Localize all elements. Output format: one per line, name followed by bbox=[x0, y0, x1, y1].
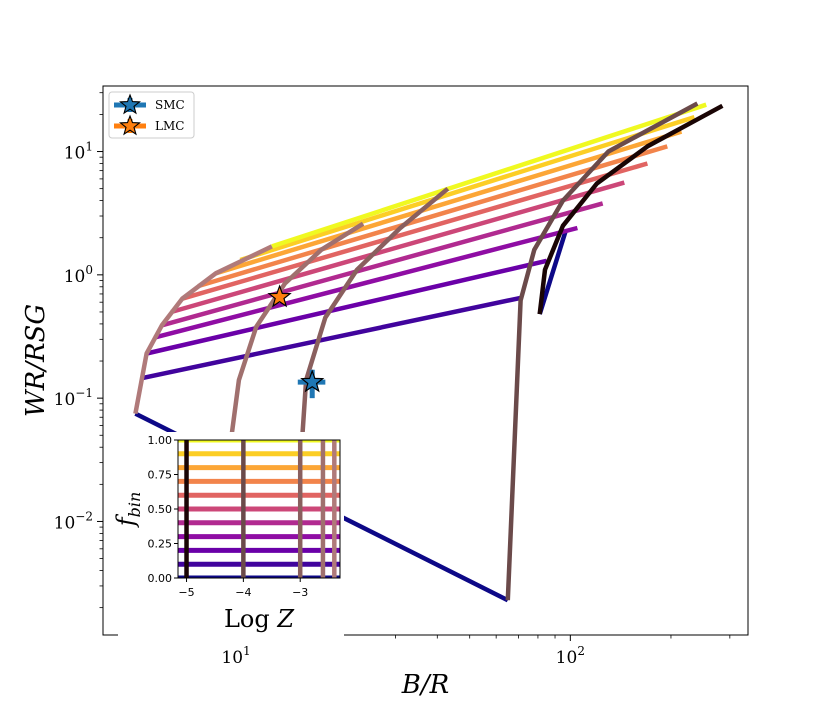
legend: SMC LMC bbox=[108, 91, 195, 139]
inset-y-tick-label: 0.50 bbox=[148, 503, 173, 516]
y-tick-label: 101 bbox=[64, 140, 93, 164]
inset-y-tick-label: 0.75 bbox=[148, 469, 173, 482]
y-tick-label: 10−2 bbox=[54, 509, 93, 533]
fbin-line bbox=[181, 161, 649, 301]
metallicity-line bbox=[300, 186, 450, 436]
inset-lines bbox=[178, 440, 340, 578]
metallicity-line bbox=[537, 103, 724, 315]
fbin-line bbox=[537, 229, 569, 315]
main-plot-area: 101 102 10−2 10−1 100 101 B/R WR/RSG bbox=[21, 85, 749, 700]
star-marker-lmc bbox=[267, 284, 292, 308]
inset-x-axis-title: Log Z bbox=[224, 605, 295, 633]
inset-y-tick-label: 1.00 bbox=[148, 434, 173, 447]
fbin-line bbox=[161, 201, 604, 328]
legend-label: SMC bbox=[155, 98, 185, 112]
fbin-line bbox=[140, 295, 522, 381]
y-tick-label: 10−1 bbox=[54, 386, 93, 410]
main-axes-frame bbox=[102, 85, 749, 636]
inset-y-axis-title: fbin bbox=[112, 492, 144, 529]
inset-x-tick-label: −3 bbox=[292, 586, 308, 599]
inset-x-tick-label: −5 bbox=[178, 586, 194, 599]
x-tick-label: 102 bbox=[556, 644, 585, 668]
inset-y-tick-label: 0.25 bbox=[148, 538, 173, 551]
y-axis-title: WR/RSG bbox=[21, 304, 51, 417]
inset-plot: 0.00 0.25 0.50 0.75 1.00 −5 −4 −3 Log Z fbin bbox=[112, 432, 344, 642]
metallicity-line bbox=[229, 221, 365, 436]
fbin-line bbox=[146, 258, 548, 356]
legend-star-icon bbox=[119, 93, 141, 115]
main-lines bbox=[133, 101, 724, 603]
star-marker-smc bbox=[300, 369, 325, 393]
metallicity-line bbox=[505, 101, 699, 601]
x-tick-label: 101 bbox=[221, 644, 250, 668]
fbin-line bbox=[215, 129, 683, 276]
legend-star-icon bbox=[119, 114, 141, 136]
metallicity-line bbox=[133, 244, 273, 415]
inset-y-tick-label: 0.00 bbox=[148, 572, 173, 585]
fbin-line bbox=[239, 115, 696, 263]
legend-label: LMC bbox=[155, 119, 184, 133]
fbin-line bbox=[271, 102, 707, 249]
inset-x-tick-label: −4 bbox=[235, 586, 251, 599]
fbin-line bbox=[153, 225, 578, 340]
y-tick-label: 100 bbox=[64, 263, 93, 287]
x-axis-title: B/R bbox=[401, 670, 449, 700]
fbin-line bbox=[170, 180, 625, 315]
